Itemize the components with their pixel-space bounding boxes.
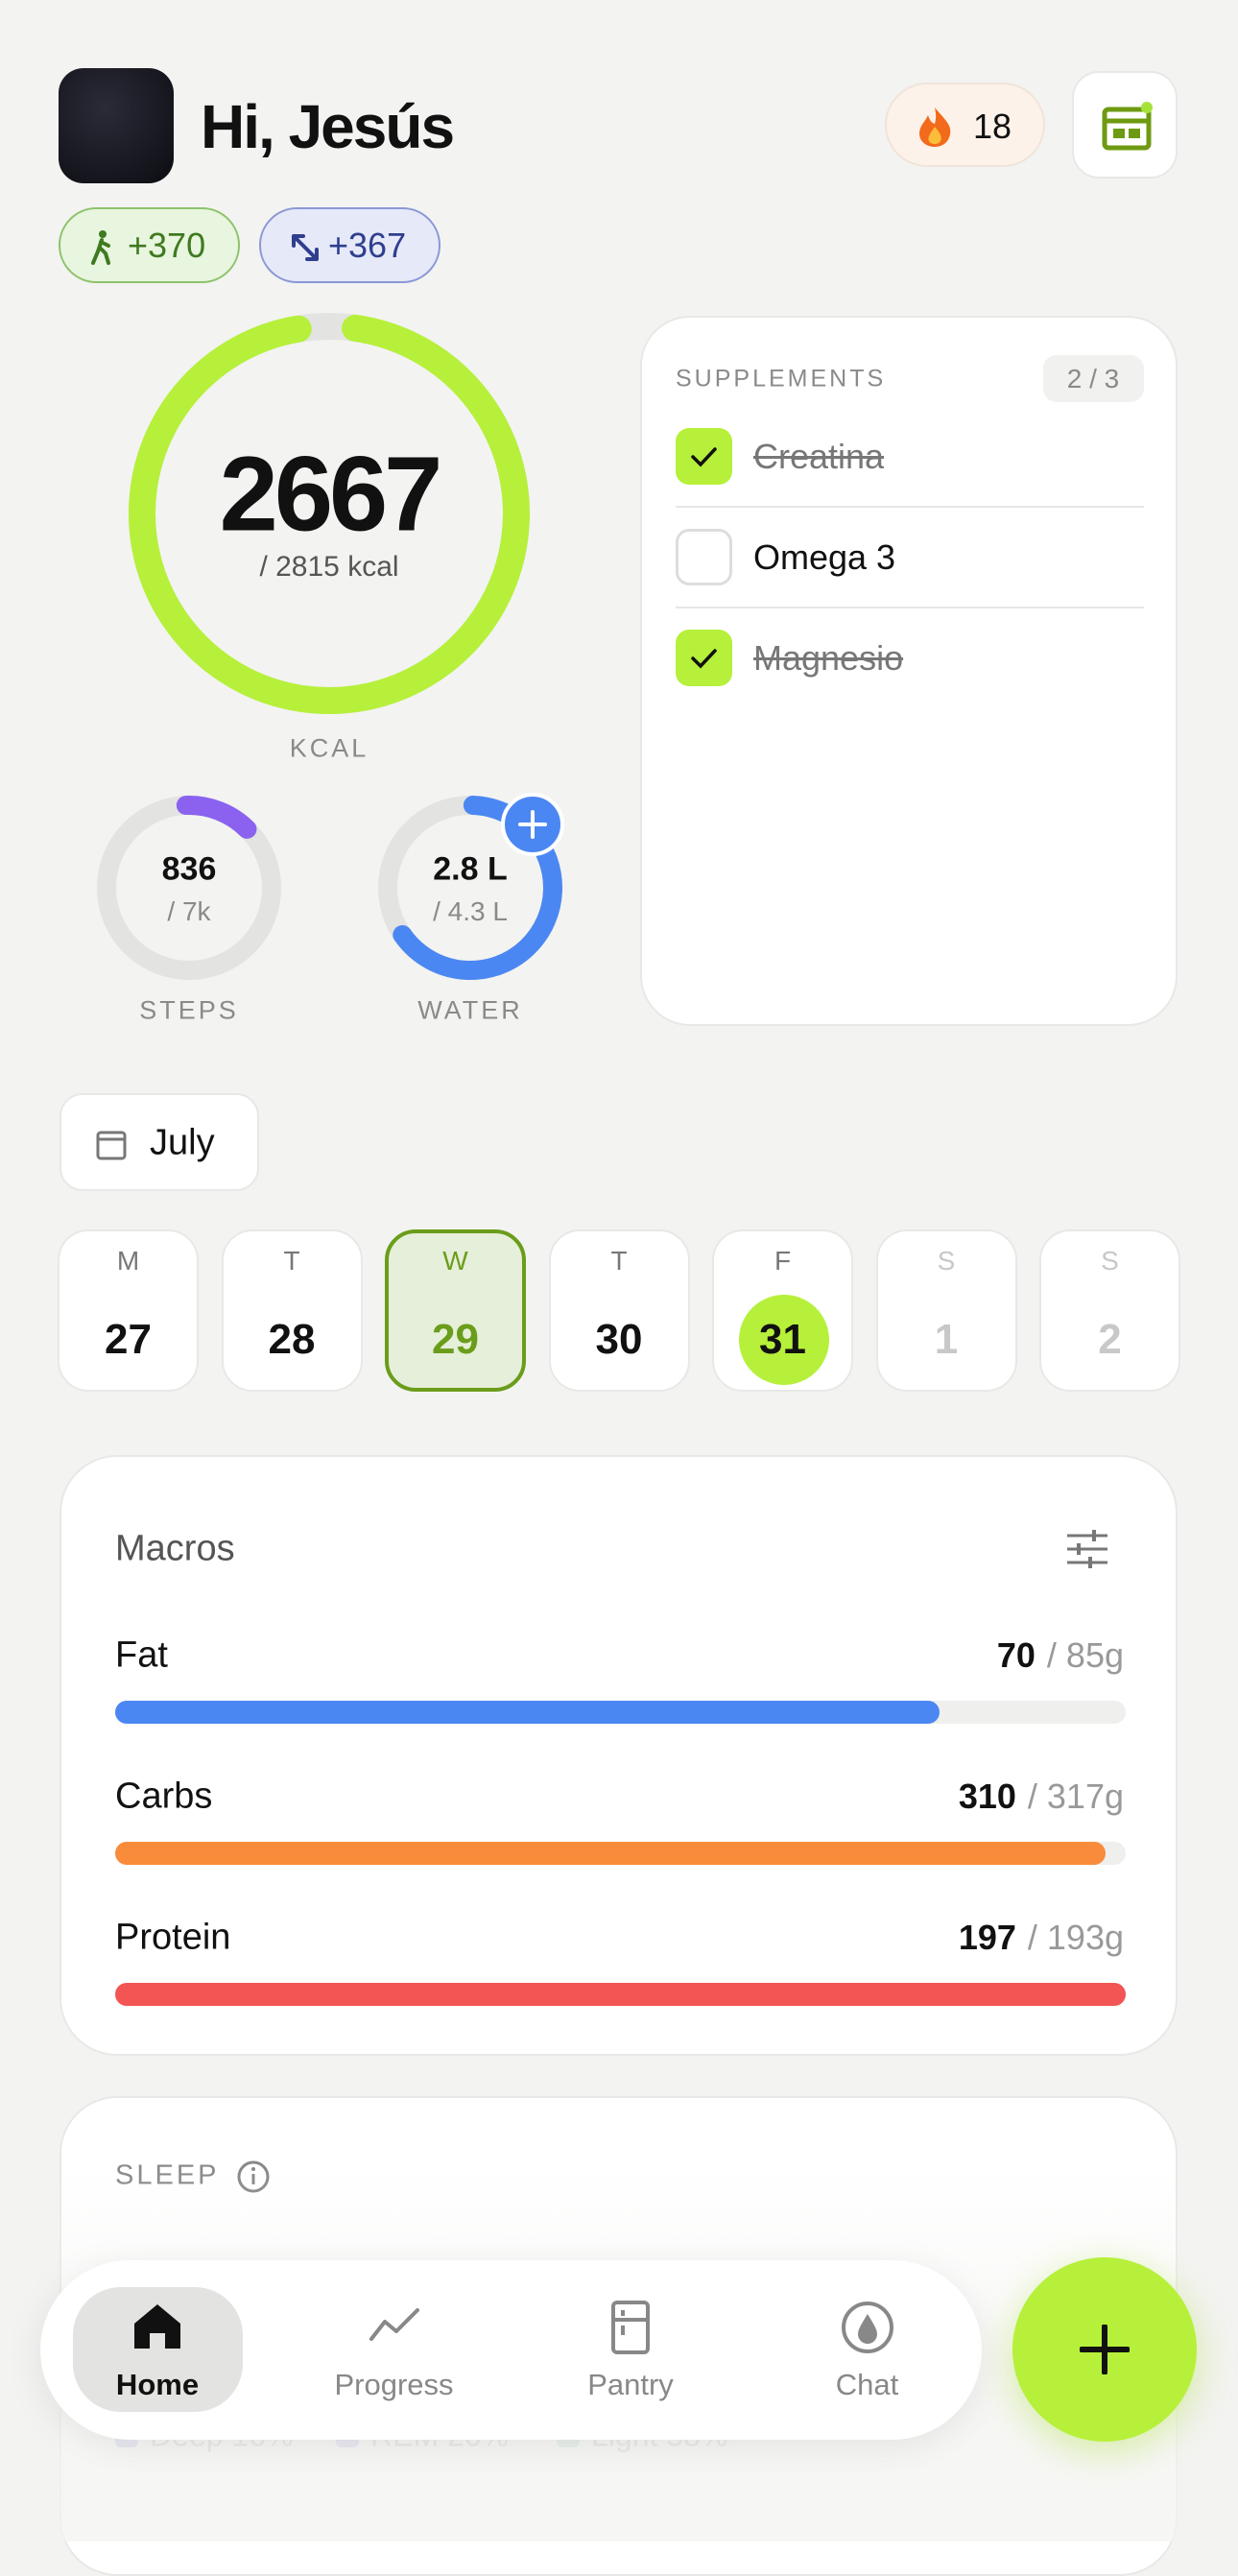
macro-value: 310 xyxy=(958,1777,1016,1816)
nav-label[interactable]: Home xyxy=(115,2368,200,2401)
separator xyxy=(676,506,1144,508)
day-card[interactable]: M 27 xyxy=(58,1229,199,1392)
day-card[interactable]: T 28 xyxy=(221,1229,363,1392)
supplement-name: Magnesio xyxy=(753,638,904,678)
calendar-button[interactable] xyxy=(1072,71,1178,179)
distance-badge: +367 xyxy=(259,207,440,283)
macro-target: / 317g xyxy=(1027,1777,1124,1816)
day-number: 28 xyxy=(268,1316,316,1363)
filter-icon[interactable] xyxy=(1065,1528,1109,1570)
month-label: July xyxy=(150,1122,215,1163)
kcal-ring xyxy=(129,313,530,714)
checkbox[interactable] xyxy=(676,428,732,485)
supplement-name: Creatina xyxy=(753,437,885,476)
day-card[interactable]: F 31 xyxy=(712,1229,853,1392)
water-label: WATER xyxy=(417,995,523,1025)
bottom-nav: Home Progress Pantry Chat xyxy=(40,2260,982,2440)
day-letter: W xyxy=(442,1246,468,1276)
day-number: 29 xyxy=(432,1316,479,1363)
nav-label[interactable]: Progress xyxy=(334,2368,454,2401)
nav-icon xyxy=(841,2302,893,2353)
macro-name: Carbs xyxy=(115,1776,213,1817)
add-icon xyxy=(1080,2325,1130,2374)
checkbox[interactable] xyxy=(676,529,732,585)
distance-badge-text: +367 xyxy=(328,226,407,265)
water-ring xyxy=(378,796,562,980)
checkbox[interactable] xyxy=(676,630,732,686)
steps-badge-text: +370 xyxy=(128,226,206,265)
supplements-card: SUPPLEMENTS 2 / 3 Creatina Omega 3 Magnesi… xyxy=(640,316,1178,1026)
kcal-goal: / 2815 kcal xyxy=(259,551,399,583)
day-card[interactable]: W 29 xyxy=(385,1229,526,1392)
macro-bar xyxy=(115,1842,1106,1865)
separator xyxy=(676,607,1144,608)
water-value: 2.8 L xyxy=(433,850,508,888)
day-letter: S xyxy=(937,1246,956,1276)
steps-ring xyxy=(96,796,281,980)
rings xyxy=(96,313,564,980)
day-number: 1 xyxy=(934,1316,959,1363)
macro-bar xyxy=(115,1701,940,1724)
macros-title: Macros xyxy=(115,1528,235,1569)
day-letter: F xyxy=(774,1246,792,1276)
steps-value: 836 xyxy=(161,850,217,888)
supplements-title: SUPPLEMENTS xyxy=(676,365,887,393)
walk-icon xyxy=(91,230,110,265)
resize-icon xyxy=(292,234,319,261)
macro-name: Fat xyxy=(115,1634,168,1676)
supplements-count-pill: 2 / 3 xyxy=(1043,355,1144,402)
macro-name: Protein xyxy=(115,1917,231,1958)
macro-target: / 85g xyxy=(1046,1635,1124,1675)
day-letter: T xyxy=(610,1246,628,1276)
kcal-label: KCAL xyxy=(289,733,369,763)
month-button[interactable]: July xyxy=(60,1093,259,1191)
macro-value: 197 xyxy=(958,1918,1016,1957)
streak-pill[interactable]: 18 xyxy=(885,83,1045,167)
avatar[interactable] xyxy=(59,68,174,183)
macro-value: 70 xyxy=(996,1635,1036,1675)
macro-bar xyxy=(115,1983,1126,2006)
day-number: 31 xyxy=(759,1316,806,1363)
greeting: Hi, Jesús xyxy=(201,92,455,161)
steps-badge: +370 xyxy=(59,207,240,283)
supplements-count: 2 / 3 xyxy=(1066,364,1120,394)
nav-icon xyxy=(611,2301,650,2354)
day-number: 2 xyxy=(1098,1316,1122,1363)
day-number: 30 xyxy=(595,1316,643,1363)
day-card[interactable]: T 30 xyxy=(548,1229,690,1392)
nav-icon xyxy=(134,2304,180,2349)
day-letter: T xyxy=(283,1246,300,1276)
steps-goal: / 7k xyxy=(167,896,211,926)
plus-icon xyxy=(518,810,547,839)
nav-label[interactable]: Pantry xyxy=(587,2368,674,2401)
day-letter: M xyxy=(116,1246,140,1276)
macro-target: / 193g xyxy=(1027,1918,1124,1957)
flame-icon xyxy=(919,107,951,147)
macros-card: Macros Fat / 85g 70 Carbs / 317g 310 Protein / … xyxy=(60,1455,1178,2056)
streak-count: 18 xyxy=(973,107,1012,146)
kcal-value: 2667 xyxy=(219,435,443,554)
day-number: 27 xyxy=(105,1316,152,1363)
steps-label: STEPS xyxy=(139,995,239,1025)
day-letter: S xyxy=(1101,1246,1119,1276)
calendar-icon xyxy=(1102,102,1153,151)
add-button[interactable] xyxy=(1012,2257,1197,2442)
month-icon xyxy=(96,1131,127,1160)
check-icon xyxy=(691,649,717,669)
check-icon xyxy=(691,447,717,467)
supplement-name: Omega 3 xyxy=(753,537,896,577)
nav-icon xyxy=(369,2308,419,2341)
water-goal: / 4.3 L xyxy=(433,896,508,926)
nav-label[interactable]: Chat xyxy=(835,2368,899,2401)
today-circle xyxy=(739,1295,829,1385)
